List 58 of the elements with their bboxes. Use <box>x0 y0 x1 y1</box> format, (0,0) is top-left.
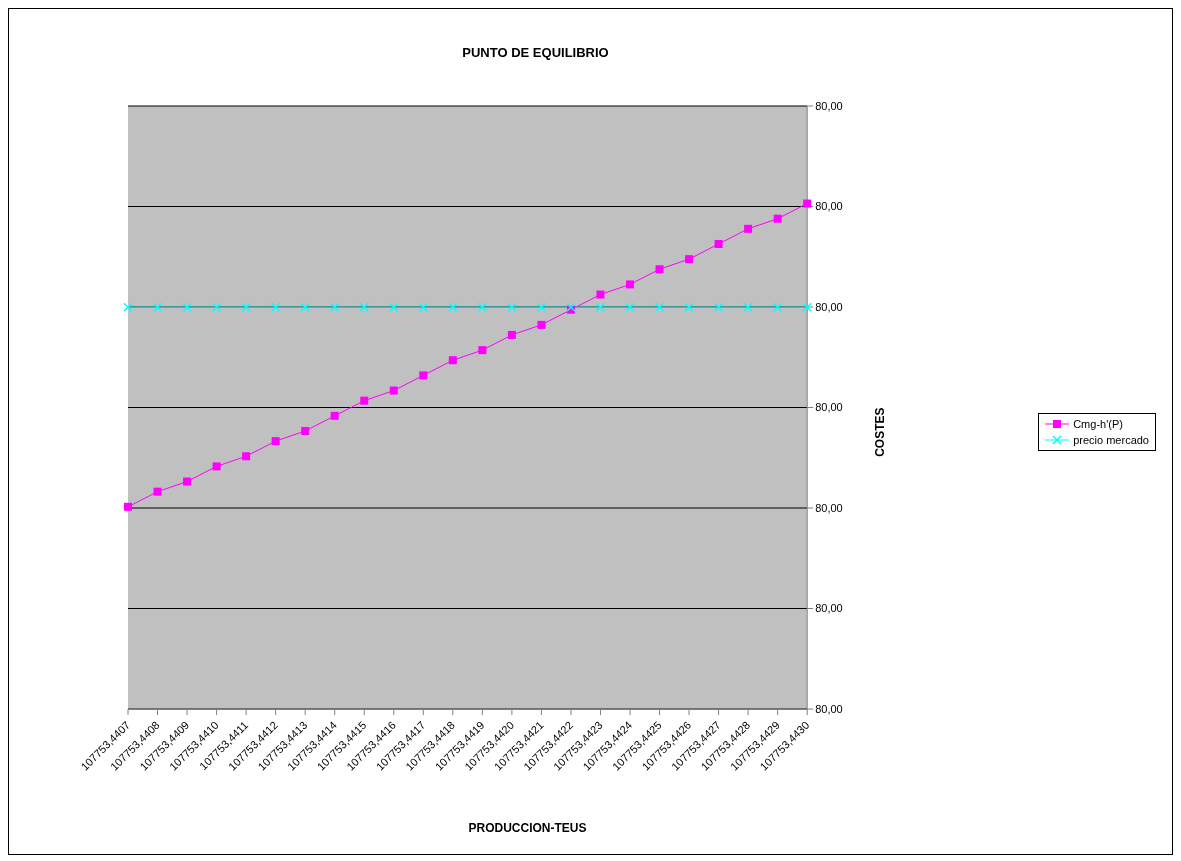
point <box>595 302 606 312</box>
point <box>507 302 517 312</box>
point <box>329 302 340 312</box>
point <box>448 356 457 365</box>
x-axis-title: PRODUCCION-TEUS <box>467 821 588 835</box>
point <box>448 302 458 312</box>
point <box>124 502 132 511</box>
point <box>270 302 281 312</box>
point <box>212 462 221 471</box>
point <box>803 199 812 208</box>
point <box>626 280 634 289</box>
point <box>685 255 694 264</box>
point <box>418 302 429 312</box>
point <box>271 437 280 446</box>
chart-title: PUNTO DE EQUILIBRIO <box>461 45 610 60</box>
point <box>153 487 162 496</box>
point <box>625 302 635 312</box>
text: 80,00 <box>815 702 843 715</box>
point <box>714 239 723 248</box>
text: 80,00 <box>815 300 843 313</box>
point <box>330 411 339 420</box>
point <box>654 302 665 312</box>
point <box>537 320 546 329</box>
point <box>477 302 488 312</box>
text: 80,00 <box>815 501 843 514</box>
point <box>772 302 783 312</box>
legend-label: precio mercado <box>1073 432 1149 448</box>
point <box>182 302 192 312</box>
point <box>183 477 192 486</box>
point <box>744 224 753 233</box>
legend-label: Cmg-h'(P) <box>1073 416 1123 432</box>
point <box>536 302 547 312</box>
point <box>301 427 310 435</box>
point <box>359 302 369 312</box>
text: COSTES <box>873 407 888 457</box>
point <box>684 302 694 312</box>
point <box>152 302 163 312</box>
point <box>713 302 724 312</box>
point <box>507 330 516 339</box>
text: 80,00 <box>815 99 843 112</box>
point <box>123 302 133 312</box>
point <box>596 290 605 299</box>
point <box>419 371 428 380</box>
text: 80,00 <box>815 200 843 213</box>
point <box>300 302 310 312</box>
text: 80,00 <box>815 602 843 615</box>
point <box>389 386 398 395</box>
point <box>241 302 251 312</box>
point <box>743 302 753 312</box>
point <box>478 346 487 355</box>
point <box>773 214 782 223</box>
point <box>211 302 222 312</box>
point <box>242 452 251 461</box>
point <box>802 302 812 312</box>
text: 80,00 <box>815 401 843 414</box>
point <box>655 265 664 274</box>
point <box>360 396 369 405</box>
point <box>389 302 399 312</box>
